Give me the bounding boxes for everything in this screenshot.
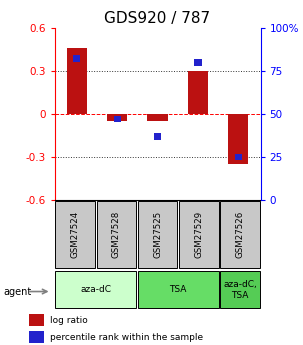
Text: GSM27526: GSM27526 — [235, 211, 245, 258]
Bar — [73, 55, 80, 62]
Text: GSM27528: GSM27528 — [112, 211, 121, 258]
Title: GDS920 / 787: GDS920 / 787 — [105, 11, 211, 27]
Bar — [154, 133, 161, 140]
Bar — [97, 201, 136, 268]
Text: percentile rank within the sample: percentile rank within the sample — [50, 333, 203, 342]
Text: GSM27529: GSM27529 — [194, 211, 203, 258]
Text: aza-dC: aza-dC — [80, 285, 111, 294]
Bar — [114, 116, 121, 122]
Bar — [29, 331, 44, 343]
Bar — [220, 201, 260, 268]
Bar — [179, 201, 218, 268]
Bar — [67, 48, 87, 114]
Bar — [228, 114, 248, 164]
Bar — [138, 201, 177, 268]
Bar — [220, 271, 260, 308]
Text: log ratio: log ratio — [50, 316, 88, 325]
Text: aza-dC,
TSA: aza-dC, TSA — [223, 280, 257, 299]
Bar — [29, 314, 44, 326]
Bar — [194, 59, 201, 66]
Bar — [55, 271, 136, 308]
Bar — [107, 114, 127, 121]
Bar — [235, 154, 242, 160]
Bar — [138, 271, 218, 308]
Text: TSA: TSA — [169, 285, 187, 294]
Bar — [55, 201, 95, 268]
Text: GSM27525: GSM27525 — [153, 211, 162, 258]
Text: GSM27524: GSM27524 — [71, 211, 80, 258]
Bar — [148, 114, 168, 121]
Bar — [188, 71, 208, 114]
Text: agent: agent — [3, 287, 31, 296]
